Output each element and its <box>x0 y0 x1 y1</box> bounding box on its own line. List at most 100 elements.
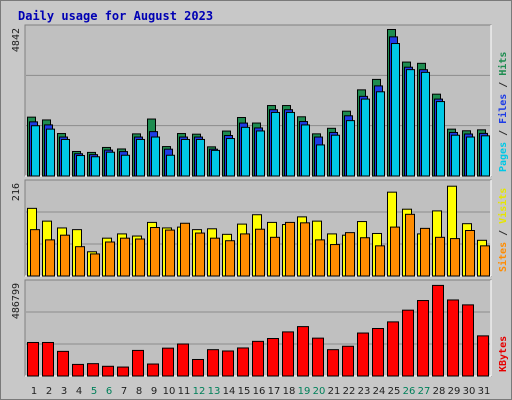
bar-pages-day-7 <box>121 154 130 177</box>
bar-pages-day-22 <box>346 120 355 177</box>
bar-sites-day-25 <box>390 226 400 277</box>
bar-kbytes-day-10 <box>162 347 174 377</box>
panel-kbytes-ymax-label: 486799 <box>11 283 22 319</box>
x-tick-label-day-6: 6 <box>106 386 112 397</box>
x-tick-label-day-7: 7 <box>121 386 127 397</box>
bar-sites-day-23 <box>360 237 370 277</box>
bar-kbytes-day-9 <box>147 363 159 377</box>
bar-sites-day-11 <box>180 222 190 277</box>
x-tick-label-day-12: 12 <box>193 386 206 397</box>
panel-visits-sites-legend: Sites / Visits <box>497 188 509 272</box>
bar-kbytes-day-2 <box>42 341 54 377</box>
x-tick-label-day-11: 11 <box>178 386 191 397</box>
bar-pages-day-31 <box>481 135 490 177</box>
chart-panels: 4842 Pages / Files / Hits 216 Sites / Visit… <box>11 24 509 377</box>
bar-kbytes-day-7 <box>117 366 129 377</box>
x-tick-label-day-10: 10 <box>163 386 176 397</box>
bar-kbytes-day-17 <box>267 338 279 377</box>
x-tick-label-day-15: 15 <box>238 386 251 397</box>
x-tick-label-day-17: 17 <box>268 386 281 397</box>
bar-sites-day-6 <box>105 241 115 277</box>
x-tick-label-day-21: 21 <box>328 386 341 397</box>
bar-kbytes-day-15 <box>237 347 249 377</box>
bar-kbytes-day-5 <box>87 363 99 377</box>
panel-visits-sites-ymax-label: 216 <box>11 183 22 201</box>
bar-sites-day-29 <box>450 238 460 277</box>
bar-pages-day-15 <box>241 126 250 177</box>
bar-sites-day-12 <box>195 232 205 277</box>
x-tick-label-day-13: 13 <box>208 386 221 397</box>
bar-kbytes-day-28 <box>432 284 444 377</box>
panel-kbytes-legend: KBytes <box>498 336 509 372</box>
panel-visits-sites: 216 Sites / Visits <box>11 179 509 277</box>
bar-sites-day-28 <box>435 236 445 277</box>
panel-kbytes: 486799 KBytes <box>11 279 509 377</box>
bar-pages-day-29 <box>451 134 460 177</box>
bar-kbytes-day-11 <box>177 343 189 377</box>
bar-pages-day-27 <box>421 71 430 177</box>
x-tick-label-day-30: 30 <box>463 386 476 397</box>
x-tick-label-day-29: 29 <box>448 386 461 397</box>
panel-hits-files-pages-series-pages <box>31 43 490 177</box>
panel-hits-files-pages-legend-part-3: / <box>498 76 509 94</box>
bar-pages-day-8 <box>136 138 145 177</box>
bar-pages-day-26 <box>406 69 415 177</box>
bar-kbytes-day-16 <box>252 340 264 377</box>
x-tick-label-day-18: 18 <box>283 386 296 397</box>
bar-kbytes-day-24 <box>372 327 384 377</box>
bar-pages-day-24 <box>376 91 385 177</box>
bar-sites-day-21 <box>330 244 340 277</box>
panel-hits-files-pages-ymax-label: 4842 <box>11 28 22 52</box>
panel-hits-files-pages-legend: Pages / Files / Hits <box>497 52 509 172</box>
x-tick-label-day-25: 25 <box>388 386 401 397</box>
panel-hits-files-pages-legend-part-0: Pages <box>498 142 509 172</box>
panel-kbytes-legend-part-0: KBytes <box>498 336 509 372</box>
x-tick-label-day-5: 5 <box>91 386 97 397</box>
bar-pages-day-17 <box>271 111 280 177</box>
bar-sites-day-7 <box>120 237 130 277</box>
x-tick-label-day-22: 22 <box>343 386 356 397</box>
bar-sites-day-20 <box>315 239 325 277</box>
bar-kbytes-day-26 <box>402 309 414 377</box>
bar-pages-day-5 <box>91 156 100 177</box>
bar-sites-day-13 <box>210 237 220 277</box>
bar-kbytes-day-30 <box>462 304 474 377</box>
bar-pages-day-4 <box>76 155 85 177</box>
bar-sites-day-2 <box>45 239 55 277</box>
x-tick-label-day-3: 3 <box>61 386 67 397</box>
bar-pages-day-21 <box>331 134 340 177</box>
bar-kbytes-day-25 <box>387 321 399 377</box>
bar-pages-day-1 <box>31 125 40 177</box>
bar-kbytes-day-14 <box>222 350 234 377</box>
panel-visits-sites-legend-part-2: Visits <box>497 188 509 224</box>
x-tick-label-day-28: 28 <box>433 386 446 397</box>
bar-kbytes-day-21 <box>327 349 339 377</box>
bar-kbytes-day-8 <box>132 349 144 377</box>
x-tick-label-day-16: 16 <box>253 386 266 397</box>
bar-sites-day-26 <box>405 213 415 277</box>
bar-pages-day-2 <box>46 128 55 177</box>
x-tick-label-day-24: 24 <box>373 386 386 397</box>
bar-pages-day-9 <box>151 136 160 177</box>
x-tick-label-day-4: 4 <box>76 386 82 397</box>
bar-kbytes-day-20 <box>312 337 324 377</box>
bar-sites-day-1 <box>30 229 40 277</box>
panel-hits-files-pages-legend-part-2: Files <box>497 94 509 124</box>
panel-visits-sites-legend-part-0: Sites <box>497 242 509 272</box>
bar-pages-day-18 <box>286 111 295 177</box>
bar-sites-day-14 <box>225 240 235 277</box>
x-tick-label-day-27: 27 <box>418 386 431 397</box>
x-tick-label-day-14: 14 <box>223 386 236 397</box>
bar-kbytes-day-27 <box>417 300 429 377</box>
chart-title: Daily usage for August 2023 <box>18 9 213 23</box>
bar-sites-day-22 <box>345 232 355 277</box>
x-tick-label-day-20: 20 <box>313 386 326 397</box>
bar-sites-day-10 <box>165 229 175 277</box>
bar-pages-day-14 <box>226 138 235 177</box>
bar-pages-day-25 <box>391 43 400 177</box>
x-tick-label-day-1: 1 <box>31 386 37 397</box>
bar-sites-day-5 <box>90 253 100 277</box>
bar-kbytes-day-19 <box>297 326 309 377</box>
bar-pages-day-13 <box>211 149 220 177</box>
bar-sites-day-27 <box>420 227 430 277</box>
